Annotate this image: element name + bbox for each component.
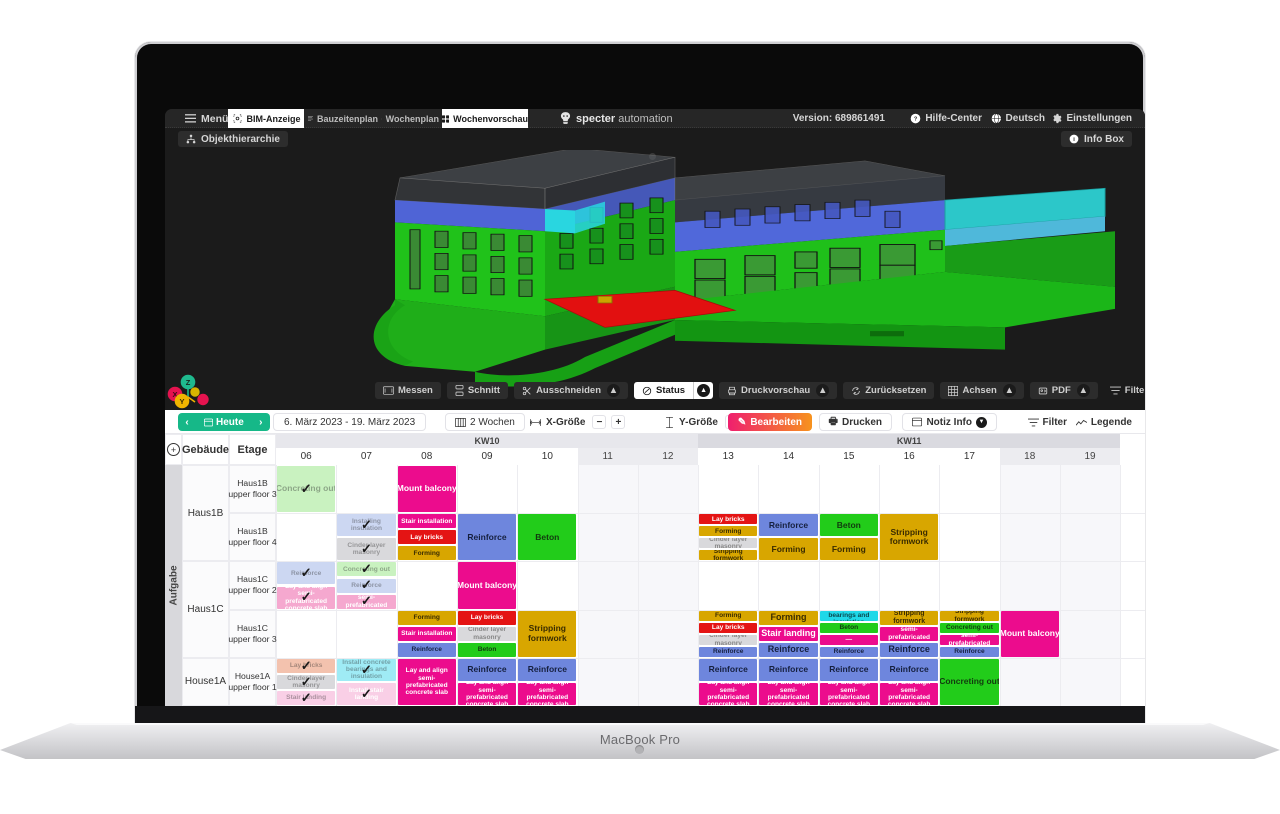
svg-text:Z: Z <box>186 378 191 387</box>
svg-text:Y: Y <box>179 397 184 406</box>
